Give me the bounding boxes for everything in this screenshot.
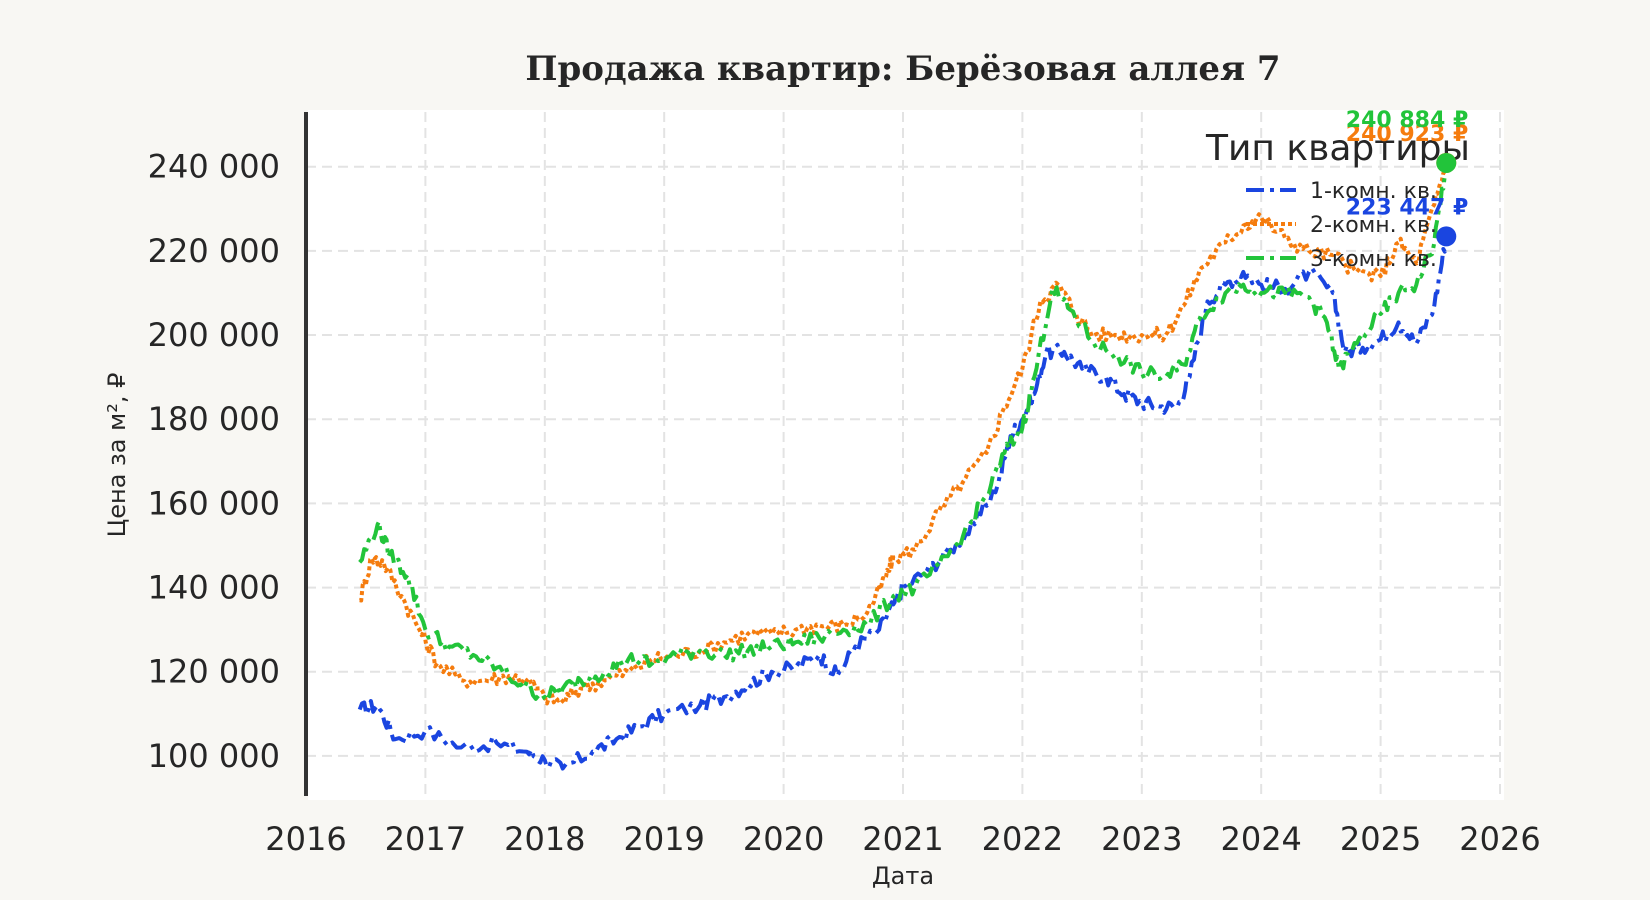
x-axis-label: Дата	[872, 862, 934, 890]
x-tick-label: 2018	[504, 820, 585, 858]
legend-title: Тип квартиры	[1205, 128, 1470, 169]
x-tick-label: 2019	[623, 820, 704, 858]
x-tick-label: 2025	[1340, 820, 1421, 858]
y-tick-label: 220 000	[148, 232, 280, 270]
endpoint-marker	[1436, 226, 1457, 247]
chart-title: Продажа квартир: Берёзовая аллея 7	[525, 49, 1280, 89]
y-tick-label: 200 000	[148, 316, 280, 354]
x-tick-label: 2021	[862, 820, 943, 858]
endpoint-marker	[1436, 152, 1457, 173]
x-tick-label: 2023	[1101, 820, 1182, 858]
x-tick-label: 2020	[743, 820, 824, 858]
legend: Тип квартиры 1-комн. кв. 2-комн. кв. 3-ком…	[1205, 128, 1470, 272]
series-layer	[357, 162, 1449, 771]
x-tick-label: 2017	[385, 820, 466, 858]
endpoint-value-label: 240 923 ₽	[1346, 122, 1468, 147]
endpoint-value-label: 223 447 ₽	[1346, 195, 1468, 220]
y-tick-label: 100 000	[148, 737, 280, 775]
series-line-1	[357, 236, 1449, 771]
y-tick-label: 160 000	[148, 484, 280, 522]
x-tick-label: 2016	[265, 820, 346, 858]
endpoint-value-label: 240 884 ₽	[1346, 108, 1468, 133]
legend-label: 1-комн. кв.	[1310, 179, 1437, 204]
plot-background	[308, 110, 1504, 800]
tick-layer: 2016 2017 2018 2019 2020 2021 2022 2023 2024 2025…	[148, 148, 1541, 858]
y-axis-label: Цена за м², ₽	[103, 373, 131, 538]
legend-label: 2-комн. кв.	[1310, 213, 1437, 238]
endpoint-layer: 223 447 ₽ 240 923 ₽240 884 ₽	[1346, 108, 1468, 247]
y-tick-label: 180 000	[148, 400, 280, 438]
series-line-3	[358, 162, 1449, 703]
series-line-2	[359, 162, 1449, 706]
legend-label: 3-комн. кв.	[1310, 247, 1437, 272]
y-tick-label: 240 000	[148, 148, 280, 186]
x-tick-label: 2026	[1459, 820, 1540, 858]
x-tick-label: 2022	[982, 820, 1063, 858]
y-tick-label: 120 000	[148, 653, 280, 691]
y-tick-label: 140 000	[148, 569, 280, 607]
x-tick-label: 2024	[1220, 820, 1301, 858]
